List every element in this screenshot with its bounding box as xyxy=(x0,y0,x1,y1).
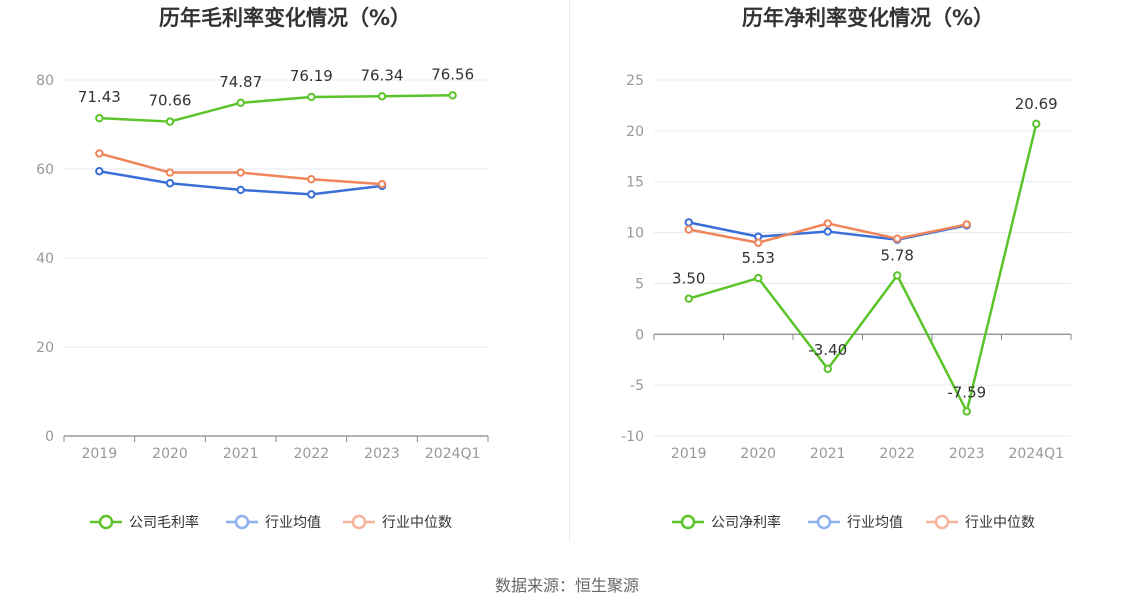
y-tick-label: 0 xyxy=(635,327,644,343)
series-line-company xyxy=(99,94,453,123)
data-point-industry-median xyxy=(684,225,693,234)
data-point-company xyxy=(307,92,316,102)
x-tick-label: 2023 xyxy=(949,446,985,462)
data-point-industry-mean xyxy=(307,190,316,199)
data-label: 70.66 xyxy=(149,92,192,110)
x-tick-label: 2022 xyxy=(879,446,915,462)
y-tick-label: 25 xyxy=(626,73,644,89)
data-point-industry-median xyxy=(823,219,832,228)
series-line-company xyxy=(688,123,1038,413)
legend-marker xyxy=(816,514,832,530)
legend-item-company[interactable]: 公司毛利率 xyxy=(90,514,199,531)
x-tick-label: 2021 xyxy=(810,446,846,462)
legend-label: 行业中位数 xyxy=(382,515,452,531)
data-point-industry-mean xyxy=(236,185,245,195)
y-tick-label: 60 xyxy=(36,162,54,178)
data-point-company xyxy=(893,271,902,280)
y-tick-label: 20 xyxy=(36,340,54,356)
x-tick-label: 2020 xyxy=(152,446,188,462)
data-label: 3.50 xyxy=(672,270,705,288)
chart-1: 历年毛利率变化情况（%） 0 20 40 60 80 2019 2020 2021 2022 202… xyxy=(36,6,489,531)
legend-item-industry-median[interactable]: 行业中位数 xyxy=(926,514,1035,531)
data-label: 76.34 xyxy=(361,66,404,84)
y-tick-label: 5 xyxy=(635,276,644,292)
data-point-industry-median xyxy=(307,175,316,184)
x-tick-label: 2019 xyxy=(82,446,118,462)
data-point-company xyxy=(377,92,387,101)
x-tick-label: 2020 xyxy=(740,446,776,462)
data-point-industry-median xyxy=(165,168,175,177)
legend-label: 公司毛利率 xyxy=(129,514,199,531)
legend-marker xyxy=(98,514,114,530)
legend-label: 行业中位数 xyxy=(965,515,1035,531)
data-point-company xyxy=(823,364,832,374)
y-tick-label: -10 xyxy=(621,429,644,445)
chart-divider xyxy=(569,0,570,542)
data-point-company xyxy=(1032,119,1041,129)
legend-label: 行业均值 xyxy=(265,515,321,531)
legend-item-industry-mean[interactable]: 行业均值 xyxy=(226,514,321,531)
x-tick-label: 2022 xyxy=(294,446,330,462)
y-tick-label: -5 xyxy=(630,378,644,394)
x-tick-label: 2024Q1 xyxy=(425,446,481,462)
y-tick-label: 20 xyxy=(626,124,644,140)
data-point-company xyxy=(95,113,104,123)
data-point-industry-mean xyxy=(823,227,832,236)
chart-2: 历年净利率变化情况（%） -10 -5 0 5 10 15 20 25 2019 2020 2021 2… xyxy=(621,6,1072,531)
x-tick-label: 2023 xyxy=(364,446,400,462)
data-point-company xyxy=(962,407,971,416)
data-point-industry-mean xyxy=(95,167,104,176)
data-point-industry-median xyxy=(893,234,902,243)
legend-label: 行业均值 xyxy=(847,515,903,531)
legend-label: 公司净利率 xyxy=(711,514,781,531)
x-tick-label: 2019 xyxy=(671,446,707,462)
legend-marker xyxy=(351,514,367,530)
data-source-footer: 数据来源：恒生聚源 xyxy=(494,576,639,595)
data-label: 5.78 xyxy=(881,246,914,264)
y-tick-label: 40 xyxy=(36,251,54,267)
y-tick-label: 10 xyxy=(626,226,644,242)
chart-title: 历年净利率变化情况（%） xyxy=(742,6,994,30)
legend-marker xyxy=(234,514,250,530)
data-point-company xyxy=(448,91,457,100)
data-label: 76.19 xyxy=(290,67,333,85)
y-tick-label: 80 xyxy=(36,73,54,89)
legend-item-company[interactable]: 公司净利率 xyxy=(672,514,781,531)
data-point-company xyxy=(236,98,245,108)
data-label: 5.53 xyxy=(742,249,775,267)
data-point-industry-mean xyxy=(165,179,175,188)
data-label: -7.59 xyxy=(947,383,986,401)
data-point-company xyxy=(165,117,175,126)
data-point-industry-median xyxy=(962,220,971,229)
x-tick-label: 2021 xyxy=(223,446,259,462)
data-label: 76.56 xyxy=(431,65,474,83)
chart-title: 历年毛利率变化情况（%） xyxy=(159,6,411,30)
x-tick-label: 2024Q1 xyxy=(1008,446,1064,462)
data-point-company xyxy=(684,294,693,303)
data-label: 71.43 xyxy=(78,88,121,106)
data-point-industry-median xyxy=(377,179,387,189)
data-point-industry-median xyxy=(236,168,245,177)
legend-item-industry-median[interactable]: 行业中位数 xyxy=(343,514,452,531)
legend-item-industry-mean[interactable]: 行业均值 xyxy=(808,514,903,531)
data-label: 20.69 xyxy=(1015,95,1058,113)
data-label: 74.87 xyxy=(219,73,262,91)
data-label: -3.40 xyxy=(808,341,847,359)
y-tick-label: 15 xyxy=(626,175,644,191)
legend-marker xyxy=(680,514,696,530)
data-point-company xyxy=(754,273,763,283)
y-tick-label: 0 xyxy=(45,429,54,445)
data-point-industry-median xyxy=(95,149,104,158)
data-point-industry-mean xyxy=(684,218,693,227)
data-point-industry-median xyxy=(754,238,763,247)
legend-marker xyxy=(934,514,950,530)
